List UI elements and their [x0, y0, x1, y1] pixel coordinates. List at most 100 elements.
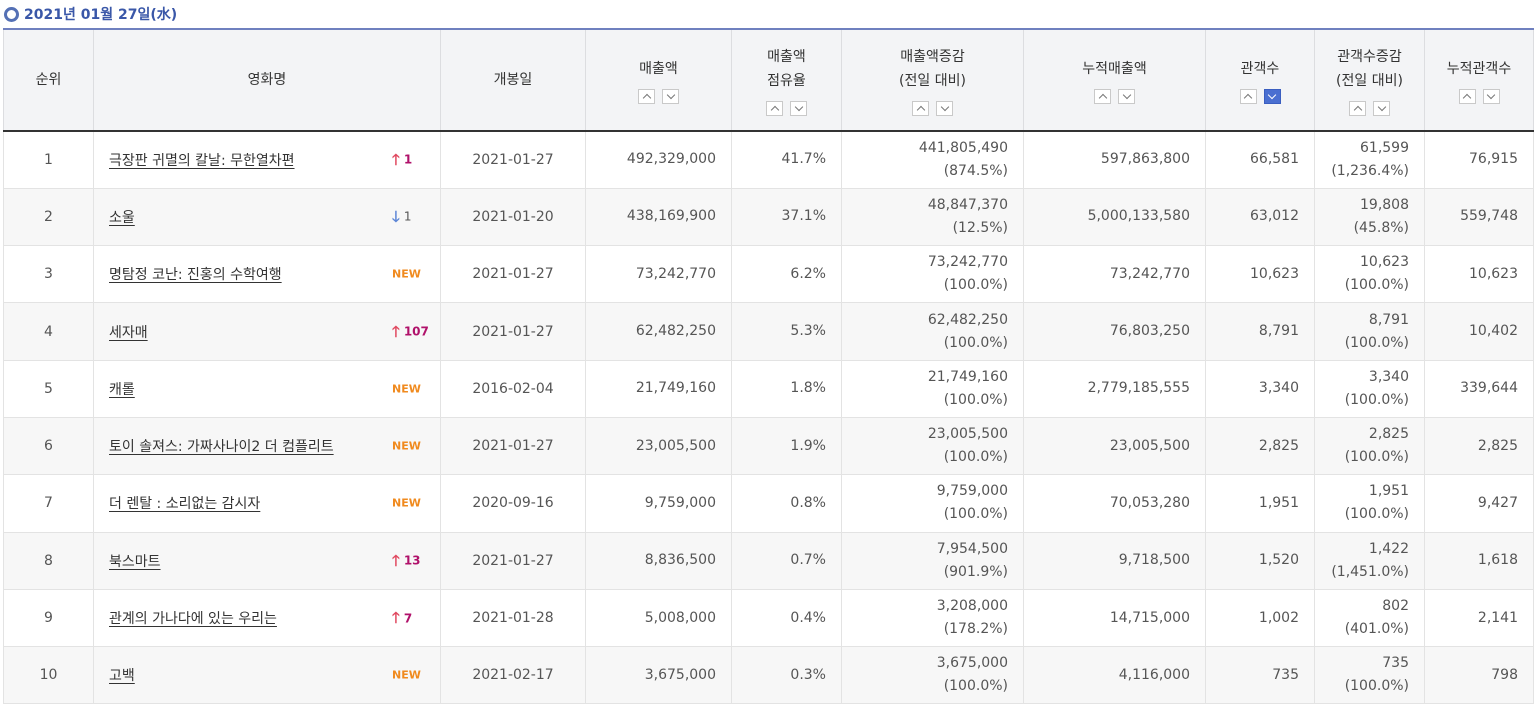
movie-title-link[interactable]: 소울: [109, 209, 135, 226]
sales-diff-percent: (100.0%): [943, 449, 1008, 466]
rank-cell: 5: [3, 359, 94, 418]
title-cell: 북스마트 🡑 13: [93, 531, 441, 590]
sales-diff-sort-desc-button[interactable]: [936, 100, 953, 116]
movie-title-link[interactable]: 토이 솔져스: 가짜사나이2 더 컴플리트: [109, 439, 334, 456]
table-row: 9 관계의 가나다에 있는 우리는 🡑 7 2021-01-28 5,008,0…: [3, 588, 1534, 648]
box-office-table: 순위 영화명 개봉일 매출액 매출액 점유율 매출액증감 (전일: [3, 28, 1534, 704]
cum-audience-value: 9,427: [1477, 494, 1518, 511]
aud-diff-sort-desc-button[interactable]: [1373, 100, 1390, 116]
audience-sort-asc-button[interactable]: [1239, 88, 1257, 104]
cum-audience-cell: 10,402: [1424, 302, 1534, 361]
cum-sales-sort-desc-button[interactable]: [1118, 88, 1135, 104]
title-cell: 더 렌탈 : 소리없는 감시자 NEW: [93, 474, 441, 533]
sales-value: 3,675,000: [644, 666, 716, 683]
aud-diff-cell: 1,951 (100.0%): [1314, 474, 1425, 533]
movie-title-link[interactable]: 명탐정 코난: 진홍의 수학여행: [109, 267, 282, 284]
share-cell: 1.8%: [731, 359, 842, 418]
cum-sales-cell: 14,715,000: [1023, 588, 1206, 648]
cum-sales-value: 2,779,185,555: [1087, 380, 1190, 397]
movie-title-link[interactable]: 세자매: [109, 324, 148, 341]
rank-change-value: 13: [403, 553, 421, 568]
chevron-up-icon: [770, 105, 779, 114]
aud-diff-sort-asc-button[interactable]: [1349, 100, 1366, 116]
cum-audience-value: 2,825: [1477, 437, 1518, 454]
aud-diff-cell: 735 (100.0%): [1314, 646, 1425, 704]
chevron-down-icon: [1122, 90, 1131, 99]
sales-sort-buttons: [586, 88, 731, 104]
aud-diff-cell: 19,808 (45.8%): [1314, 187, 1425, 247]
header-aud-diff-label-1: 관객수증감: [1337, 48, 1402, 65]
audience-sort-buttons: [1206, 88, 1314, 104]
aud-diff-sort-buttons: [1315, 100, 1424, 116]
audience-cell: 1,002: [1205, 588, 1315, 648]
rank-value: 8: [44, 552, 53, 569]
header-title: 영화명: [93, 28, 441, 132]
cum-audience-cell: 559,748: [1424, 187, 1534, 247]
rank-value: 9: [44, 610, 53, 627]
movie-title-link[interactable]: 북스마트: [109, 553, 161, 570]
sales-diff-cell: 3,208,000 (178.2%): [841, 588, 1024, 648]
rank-change-indicator: 🡓 1: [392, 209, 411, 224]
sales-value: 62,482,250: [635, 323, 716, 340]
cum-audience-cell: 10,623: [1424, 245, 1534, 304]
header-sales-diff-label-2: (전일 대비): [899, 72, 966, 89]
new-badge: NEW: [392, 440, 421, 453]
open-date-cell: 2021-01-27: [440, 245, 586, 304]
share-cell: 0.7%: [731, 531, 842, 590]
rank-value: 5: [44, 380, 53, 397]
aud-diff-percent: (100.0%): [1344, 334, 1409, 351]
audience-value: 735: [1272, 666, 1299, 683]
sales-sort-desc-button[interactable]: [662, 88, 679, 104]
audience-value: 1,951: [1258, 494, 1299, 511]
title-cell: 세자매 🡑 107: [93, 302, 441, 361]
sales-sort-asc-button[interactable]: [638, 88, 655, 104]
title-cell: 명탐정 코난: 진홍의 수학여행 NEW: [93, 245, 441, 304]
rank-cell: 7: [3, 474, 94, 533]
sales-value: 438,169,900: [626, 208, 716, 225]
audience-sort-desc-button[interactable]: [1263, 88, 1281, 104]
rank-value: 10: [39, 667, 58, 684]
movie-title-link[interactable]: 캐롤: [109, 381, 135, 398]
sales-cell: 492,329,000: [585, 130, 732, 189]
rank-cell: 9: [3, 588, 94, 648]
cum-audience-value: 339,644: [1460, 380, 1518, 397]
rank-change-value: NEW: [392, 382, 421, 396]
share-sort-asc-button[interactable]: [766, 100, 783, 116]
movie-title-link[interactable]: 관계의 가나다에 있는 우리는: [109, 611, 277, 628]
chevron-up-icon: [1098, 93, 1107, 102]
sales-diff-sort-asc-button[interactable]: [912, 100, 929, 116]
sales-diff-cell: 3,675,000 (100.0%): [841, 646, 1024, 704]
movie-title-link[interactable]: 고백: [109, 668, 135, 685]
aud-diff-cell: 10,623 (100.0%): [1314, 245, 1425, 304]
share-cell: 0.8%: [731, 474, 842, 533]
rank-change-value: 7: [403, 611, 413, 626]
cum-sales-cell: 4,116,000: [1023, 646, 1206, 704]
cum-audience-value: 10,402: [1469, 323, 1518, 340]
audience-value: 10,623: [1250, 265, 1299, 282]
rank-cell: 3: [3, 245, 94, 304]
movie-title-link[interactable]: 극장판 귀멸의 칼날: 무한열차편: [109, 152, 295, 169]
chevron-down-icon: [666, 90, 675, 99]
share-cell: 5.3%: [731, 302, 842, 361]
cum-audience-value: 2,141: [1477, 609, 1518, 626]
cum-sales-sort-asc-button[interactable]: [1094, 88, 1111, 104]
share-cell: 41.7%: [731, 130, 842, 189]
movie-title-link[interactable]: 더 렌탈 : 소리없는 감시자: [109, 496, 261, 513]
cum-sales-cell: 597,863,800: [1023, 130, 1206, 189]
rank-change-indicator: 🡑 13: [392, 553, 421, 568]
cum-audience-sort-asc-button[interactable]: [1458, 88, 1476, 104]
rank-cell: 8: [3, 531, 94, 590]
open-date-value: 2021-01-27: [472, 323, 554, 340]
rank-change-indicator: 🡑 107: [392, 324, 429, 339]
audience-value: 1,002: [1258, 609, 1299, 626]
aud-diff-cell: 802 (401.0%): [1314, 588, 1425, 648]
cum-audience-sort-buttons: [1425, 88, 1533, 104]
share-sort-desc-button[interactable]: [790, 100, 807, 116]
sales-diff-percent: (901.9%): [943, 563, 1008, 580]
aud-diff-value: 802: [1382, 598, 1409, 615]
rank-change-value: NEW: [392, 496, 421, 510]
share-cell: 0.3%: [731, 646, 842, 704]
table-row: 5 캐롤 NEW 2016-02-04 21,749,160 1.8% 21,7…: [3, 359, 1534, 418]
cum-audience-sort-desc-button[interactable]: [1482, 88, 1500, 104]
date-header: 2021년 01월 27일(水): [0, 0, 1534, 28]
